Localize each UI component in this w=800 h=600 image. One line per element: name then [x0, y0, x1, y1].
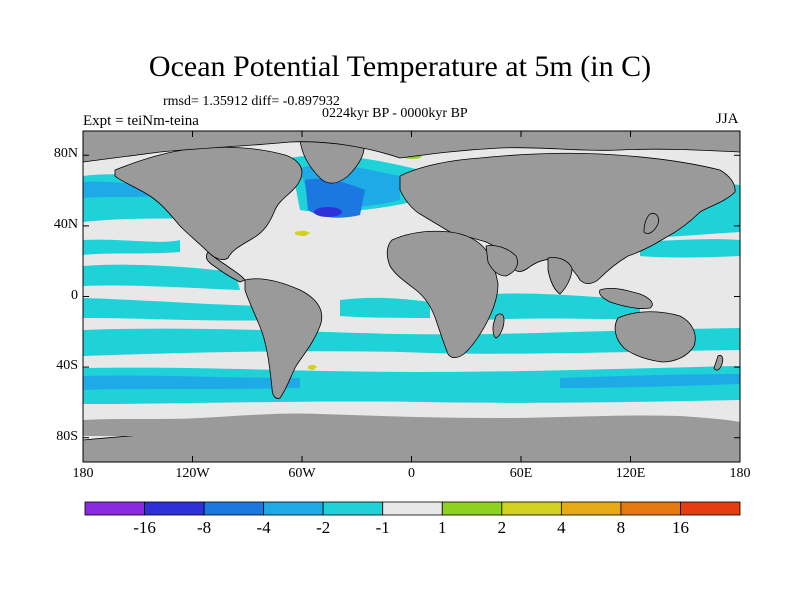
colorbar-swatch	[680, 501, 741, 516]
colorbar	[84, 501, 741, 516]
land-masses	[83, 131, 740, 462]
eurasia	[399, 152, 736, 284]
colorbar-swatch	[84, 501, 145, 516]
colorbar-swatch	[203, 501, 265, 516]
stats-label: rmsd= 1.35912 diff= -0.897932	[163, 94, 340, 109]
maritime-continent	[599, 287, 653, 309]
australia	[614, 311, 696, 363]
axis-ticks	[82, 131, 741, 462]
lat-label: 80N	[53, 146, 78, 162]
period-label: 0224kyr BP - 0000kyr BP	[322, 106, 468, 121]
lat-label: 0	[71, 287, 78, 303]
lat-label: 40N	[53, 216, 78, 232]
lon-label: 180	[729, 466, 751, 481]
map-area	[83, 131, 740, 462]
new-zealand	[713, 355, 724, 371]
lon-label: 180	[72, 466, 94, 481]
arctic-land	[83, 131, 740, 163]
colorbar-label: -1	[375, 518, 390, 537]
arabia	[485, 245, 518, 277]
south-america	[244, 278, 323, 399]
colorbar-swatch	[382, 501, 443, 516]
colorbar-label: 8	[616, 518, 626, 537]
colorbar-label: 16	[671, 518, 689, 537]
japan	[643, 213, 659, 234]
colorbar-label: -8	[196, 518, 212, 537]
colorbar-label: 1	[438, 518, 447, 537]
colorbar-swatch	[144, 501, 205, 516]
colorbar-swatch	[501, 501, 562, 516]
colorbar-swatch	[263, 501, 324, 516]
colorbar-label: 2	[497, 518, 507, 537]
colorbar-label: -16	[133, 518, 156, 537]
lon-label: 60E	[509, 466, 533, 481]
north-america	[114, 146, 303, 260]
lon-label: 0	[408, 466, 415, 481]
lat-label: 40S	[56, 358, 78, 374]
lon-label: 120W	[175, 466, 210, 481]
colorbar-swatch	[620, 501, 681, 516]
colorbar-swatch	[560, 501, 622, 516]
india	[547, 257, 573, 295]
colorbar-label: 4	[557, 518, 566, 537]
africa	[386, 230, 499, 358]
lat-label: 80S	[56, 428, 78, 444]
colorbar-swatch	[322, 501, 384, 516]
dark-blue-anomaly	[314, 207, 342, 217]
lon-label: 60W	[288, 466, 316, 481]
colorbar-label: -2	[316, 518, 331, 537]
madagascar	[492, 313, 505, 339]
map-title: Ocean Potential Temperature at 5m (in C)	[148, 50, 652, 83]
colorbar-swatch	[441, 501, 503, 516]
central-america	[206, 251, 246, 283]
lon-label: 120E	[615, 466, 646, 481]
colorbar-label: -4	[256, 518, 271, 537]
season-label: JJA	[716, 111, 739, 127]
antarctic-shelf	[83, 413, 740, 436]
experiment-label: Expt = teiNm-teina	[83, 113, 199, 129]
